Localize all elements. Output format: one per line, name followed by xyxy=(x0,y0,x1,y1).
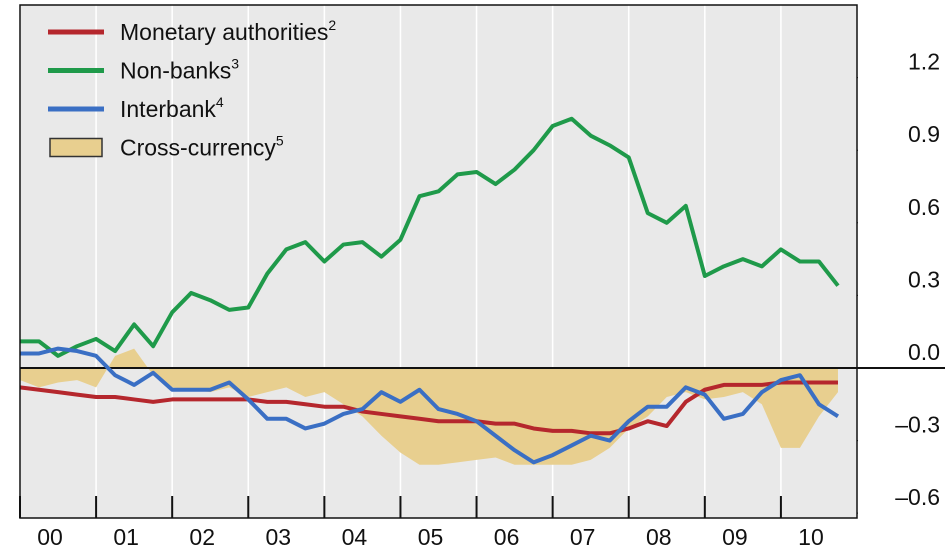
y-tick-label: 1.2 xyxy=(908,49,940,75)
y-tick-label: –0.6 xyxy=(895,484,940,510)
legend-label: Non-banks3 xyxy=(120,56,239,84)
x-tick-label: 09 xyxy=(722,524,748,550)
line xyxy=(20,116,840,358)
x-tick-label: 10 xyxy=(798,524,824,550)
legend-name: Interbank xyxy=(120,96,216,122)
x-tick-label: 08 xyxy=(646,524,672,550)
legend-note: 5 xyxy=(276,133,284,149)
y-tick-label: 0.6 xyxy=(908,194,940,220)
legend-name: Non-banks xyxy=(120,58,231,84)
x-tick-label: 07 xyxy=(570,524,596,550)
legend-name: Cross-currency xyxy=(120,135,276,161)
legend-label: Interbank4 xyxy=(120,94,224,122)
y-tick-label: 0.0 xyxy=(908,339,940,365)
legend-name: Monetary authorities xyxy=(120,19,328,45)
line xyxy=(20,346,840,465)
y-tick-label: –0.3 xyxy=(895,412,940,438)
area xyxy=(20,348,838,465)
legend-note: 3 xyxy=(231,56,239,72)
legend-note: 2 xyxy=(328,17,336,33)
y-tick-label: 0.3 xyxy=(908,266,940,292)
y-tick-label: 0.9 xyxy=(908,121,940,147)
x-tick-label: 03 xyxy=(266,524,292,550)
x-tick-label: 00 xyxy=(37,524,63,550)
x-tick-label: 06 xyxy=(494,524,520,550)
x-tick-label: 04 xyxy=(342,524,368,550)
plot-frame xyxy=(19,4,858,519)
legend-swatch xyxy=(49,137,103,158)
legend-label: Cross-currency5 xyxy=(120,133,284,161)
legend-label: Monetary authorities2 xyxy=(120,17,336,45)
x-tick-label: 01 xyxy=(113,524,139,550)
x-tick-label: 02 xyxy=(189,524,215,550)
legend-note: 4 xyxy=(216,94,224,110)
x-tick-label: 05 xyxy=(418,524,444,550)
